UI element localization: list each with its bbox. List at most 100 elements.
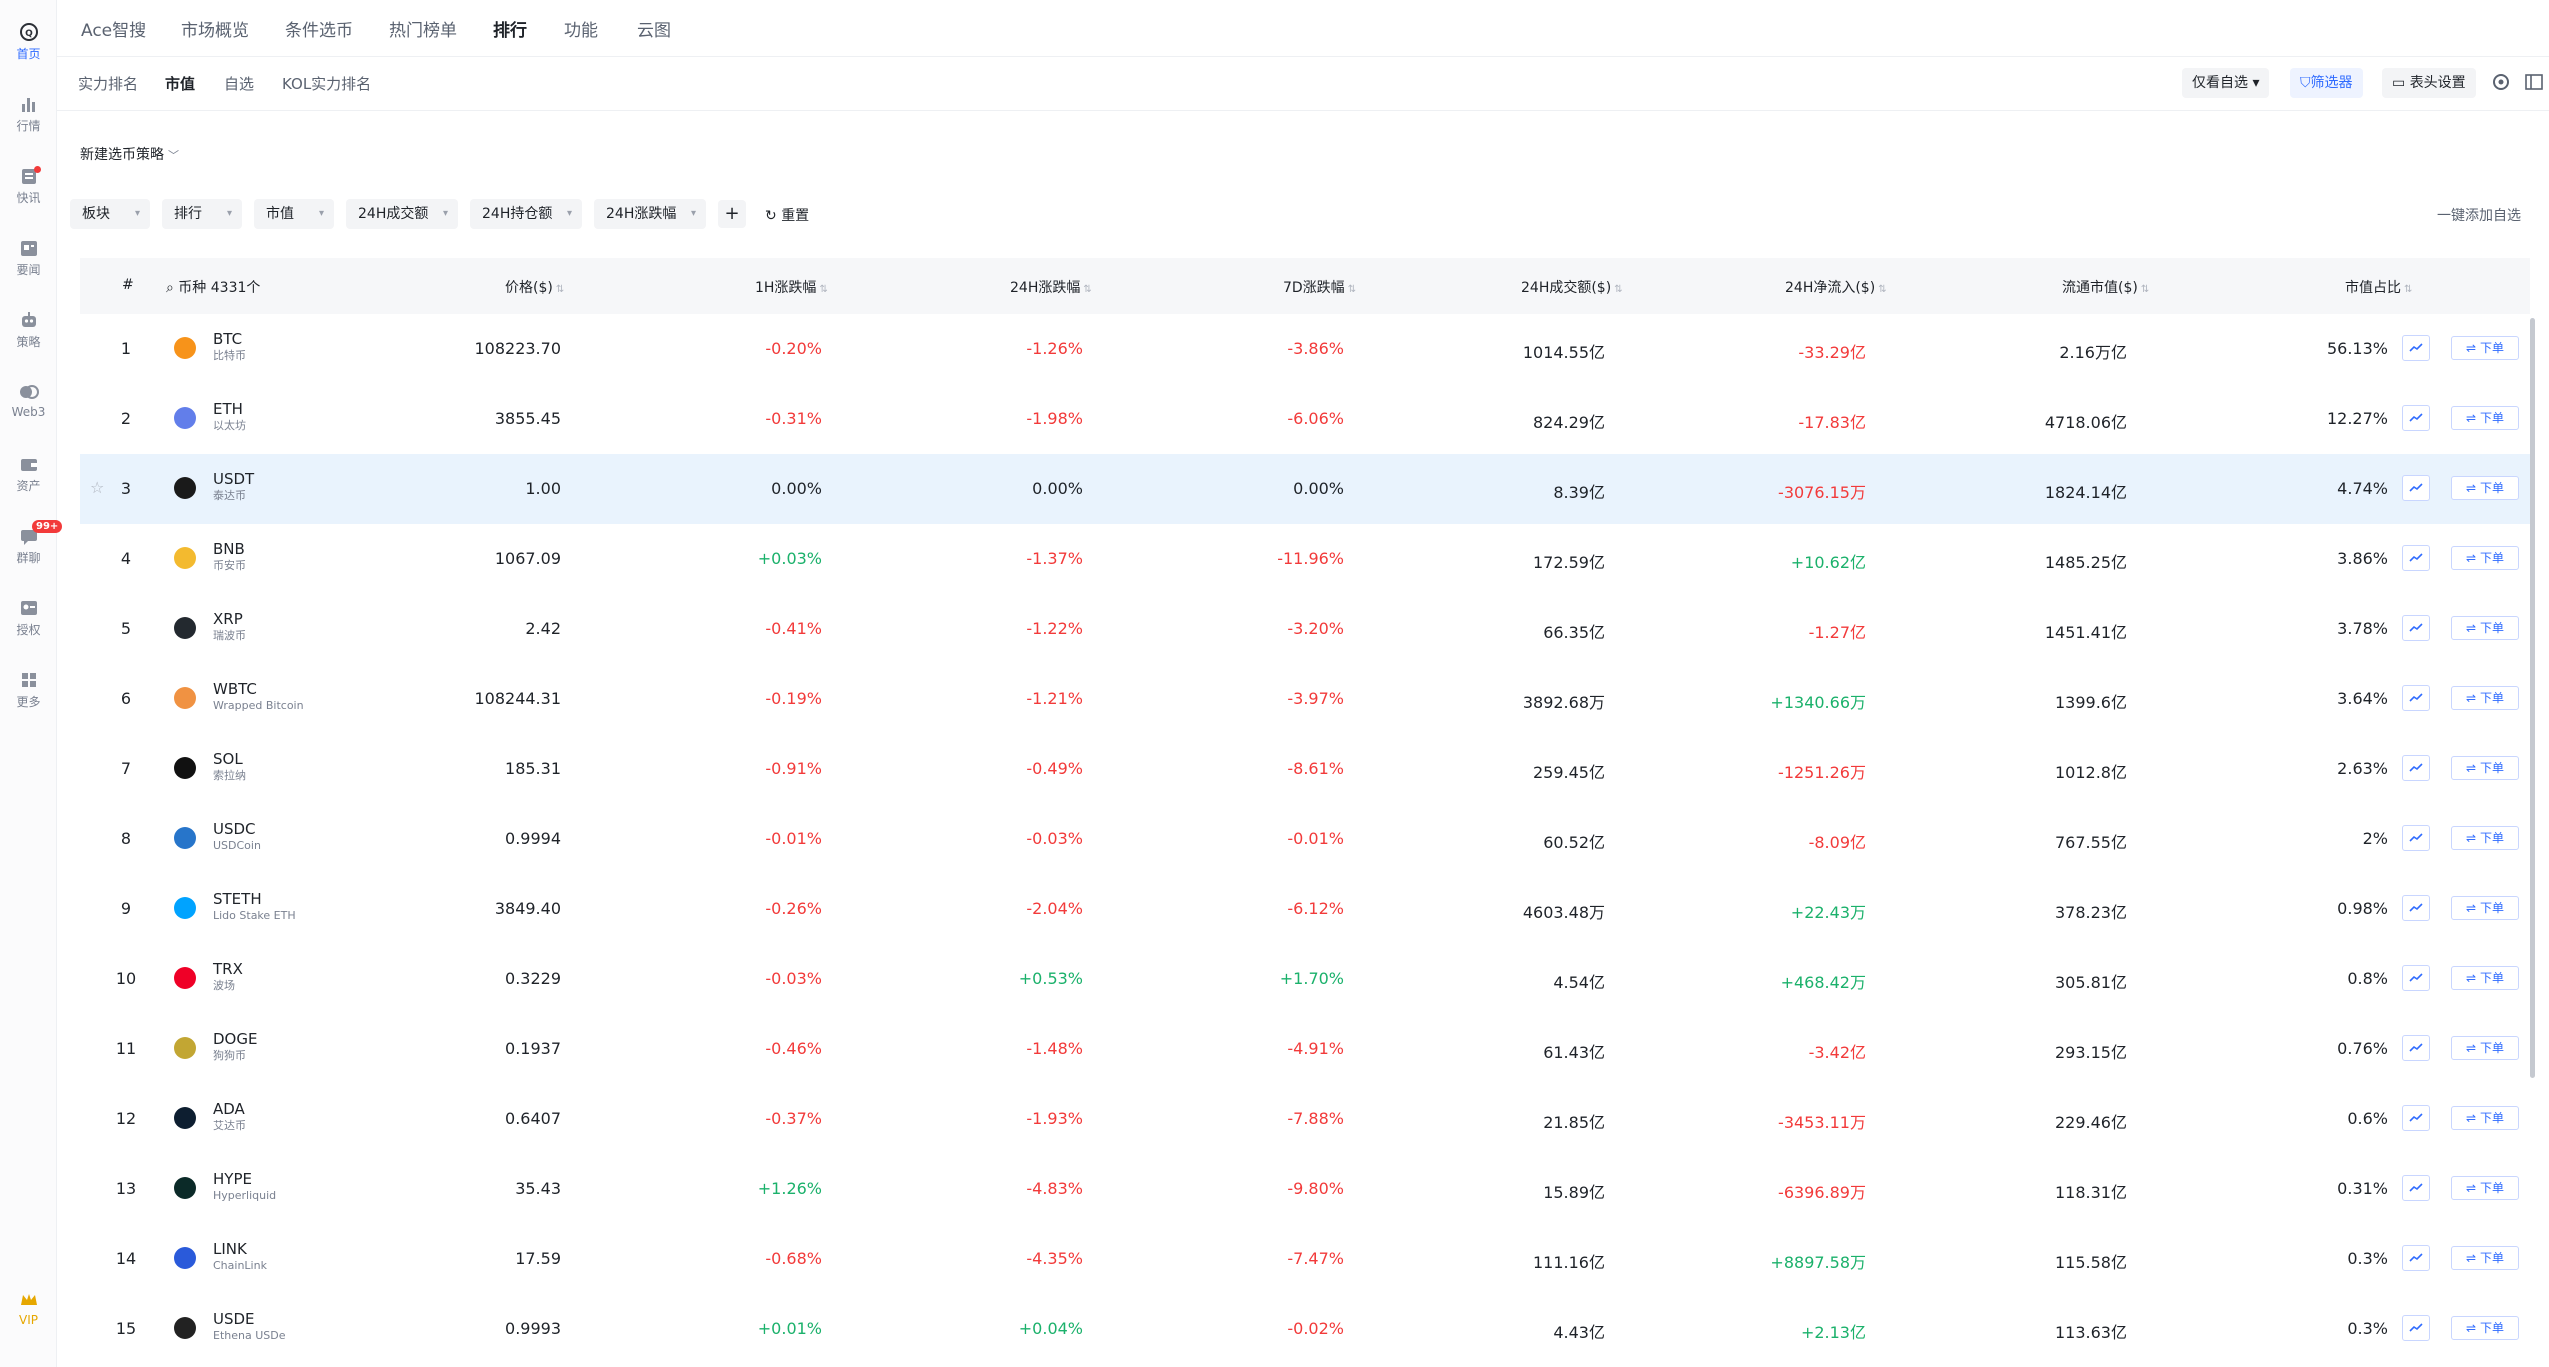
trend-chart-button[interactable] — [2402, 1105, 2430, 1131]
table-row[interactable]: 4 BNB 币安币 1067.09 +0.03% -1.37% -11.96% 172.59亿… — [80, 524, 2530, 594]
settings-icon[interactable] — [2490, 71, 2512, 93]
place-order-button[interactable]: ⇌ 下单 — [2451, 1246, 2519, 1270]
add-filter-button[interactable]: + — [718, 200, 746, 228]
place-order-button[interactable]: ⇌ 下单 — [2451, 756, 2519, 780]
nav-ace-search[interactable]: Ace智搜 — [81, 21, 147, 41]
place-order-button[interactable]: ⇌ 下单 — [2451, 966, 2519, 990]
col-1h-change[interactable]: 1H涨跌幅 ⇅ — [755, 277, 828, 297]
trend-chart-button[interactable] — [2402, 825, 2430, 851]
sidebar-item-news[interactable]: 要闻 — [0, 238, 57, 278]
coin-symbol[interactable]: USDC — [213, 820, 256, 838]
coin-symbol[interactable]: SOL — [213, 750, 243, 768]
coin-symbol[interactable]: DOGE — [213, 1030, 258, 1048]
tab-market-cap[interactable]: 市值 — [165, 75, 196, 93]
sidebar-item-flash[interactable]: 快讯 — [0, 166, 57, 206]
tab-watchlist[interactable]: 自选 — [224, 75, 255, 93]
sidebar-item-authorize[interactable]: 授权 — [0, 598, 57, 638]
table-row[interactable]: 13 HYPE Hyperliquid 35.43 +1.26% -4.83% -9.80%… — [80, 1154, 2530, 1224]
nav-features[interactable]: 功能 — [564, 21, 598, 41]
col-market-cap[interactable]: 流通市值($) ⇅ — [2062, 277, 2149, 297]
place-order-button[interactable]: ⇌ 下单 — [2451, 336, 2519, 360]
place-order-button[interactable]: ⇌ 下单 — [2451, 896, 2519, 920]
sidebar-item-strategy[interactable]: 策略 — [0, 310, 57, 350]
nav-market-overview[interactable]: 市场概览 — [181, 21, 249, 41]
trend-chart-button[interactable] — [2402, 1035, 2430, 1061]
trend-chart-button[interactable] — [2402, 965, 2430, 991]
trend-chart-button[interactable] — [2402, 755, 2430, 781]
place-order-button[interactable]: ⇌ 下单 — [2451, 1176, 2519, 1200]
place-order-button[interactable]: ⇌ 下单 — [2451, 616, 2519, 640]
coin-symbol[interactable]: TRX — [213, 960, 243, 978]
coin-symbol[interactable]: STETH — [213, 890, 262, 908]
place-order-button[interactable]: ⇌ 下单 — [2451, 826, 2519, 850]
place-order-button[interactable]: ⇌ 下单 — [2451, 476, 2519, 500]
col-market-share[interactable]: 市值占比 ⇅ — [2345, 277, 2412, 297]
table-row[interactable]: 12 ADA 艾达币 0.6407 -0.37% -1.93% -7.88% 21.85亿 -3… — [80, 1084, 2530, 1154]
table-row[interactable]: 9 STETH Lido Stake ETH 3849.40 -0.26% -2.04% -… — [80, 874, 2530, 944]
filter-rank[interactable]: 排行 ▾ — [162, 199, 242, 229]
tab-strength-rank[interactable]: 实力排名 — [78, 75, 139, 93]
col-24h-volume[interactable]: 24H成交额($) ⇅ — [1521, 277, 1623, 297]
nav-coin-screener[interactable]: 条件选币 — [285, 21, 353, 41]
table-row[interactable]: 15 USDE Ethena USDe 0.9993 +0.01% +0.04% -0.02… — [80, 1294, 2530, 1364]
table-row[interactable]: 10 TRX 波场 0.3229 -0.03% +0.53% +1.70% 4.54亿 +468… — [80, 944, 2530, 1014]
coin-symbol[interactable]: XRP — [213, 610, 243, 628]
nav-ranking[interactable]: 排行 — [493, 21, 527, 41]
table-row[interactable]: 11 DOGE 狗狗币 0.1937 -0.46% -1.48% -4.91% 61.43亿 -… — [80, 1014, 2530, 1084]
filter-button[interactable]: ⛉筛选器 — [2290, 68, 2363, 98]
place-order-button[interactable]: ⇌ 下单 — [2451, 406, 2519, 430]
trend-chart-button[interactable] — [2402, 615, 2430, 641]
col-price[interactable]: 价格($) ⇅ — [505, 277, 564, 297]
coin-symbol[interactable]: BNB — [213, 540, 245, 558]
coin-symbol[interactable]: LINK — [213, 1240, 247, 1258]
table-row[interactable]: 6 WBTC Wrapped Bitcoin 108244.31 -0.19% -1.21… — [80, 664, 2530, 734]
sidebar-item-web3[interactable]: Web3 — [0, 382, 57, 419]
coin-symbol[interactable]: USDT — [213, 470, 255, 488]
table-row[interactable]: 2 ETH 以太坊 3855.45 -0.31% -1.98% -6.06% 824.29亿 -… — [80, 384, 2530, 454]
place-order-button[interactable]: ⇌ 下单 — [2451, 546, 2519, 570]
trend-chart-button[interactable] — [2402, 475, 2430, 501]
coin-symbol[interactable]: ADA — [213, 1100, 245, 1118]
filter-24h-volume[interactable]: 24H成交额 ▾ — [346, 199, 458, 229]
place-order-button[interactable]: ⇌ 下单 — [2451, 1316, 2519, 1340]
nav-cloud-map[interactable]: 云图 — [637, 21, 671, 41]
tab-kol-rank[interactable]: KOL实力排名 — [282, 75, 372, 93]
col-coin[interactable]: ⌕ 币种 4331个 — [166, 277, 260, 297]
new-strategy-dropdown[interactable]: 新建选币策略 ﹀ — [80, 144, 179, 164]
filter-sector[interactable]: 板块 ▾ — [70, 199, 150, 229]
trend-chart-button[interactable] — [2402, 335, 2430, 361]
trend-chart-button[interactable] — [2402, 545, 2430, 571]
filter-market-cap[interactable]: 市值 ▾ — [254, 199, 334, 229]
coin-symbol[interactable]: HYPE — [213, 1170, 252, 1188]
place-order-button[interactable]: ⇌ 下单 — [2451, 1036, 2519, 1060]
star-icon[interactable]: ☆ — [90, 478, 105, 497]
col-24h-inflow[interactable]: 24H净流入($) ⇅ — [1785, 277, 1887, 297]
sidebar-item-assets[interactable]: 资产 — [0, 454, 57, 494]
header-settings-button[interactable]: ▭ 表头设置 — [2382, 68, 2476, 98]
coin-symbol[interactable]: USDE — [213, 1310, 255, 1328]
trend-chart-button[interactable] — [2402, 405, 2430, 431]
nav-hot-lists[interactable]: 热门榜单 — [389, 21, 457, 41]
layout-icon[interactable] — [2523, 71, 2545, 93]
coin-symbol[interactable]: ETH — [213, 400, 243, 418]
table-row[interactable]: 5 XRP 瑞波币 2.42 -0.41% -1.22% -3.20% 66.35亿 -1.27… — [80, 594, 2530, 664]
sidebar-item-more[interactable]: 更多 — [0, 670, 57, 710]
trend-chart-button[interactable] — [2402, 895, 2430, 921]
add-all-watchlist-button[interactable]: 一键添加自选 — [2437, 208, 2521, 224]
search-icon[interactable]: ⌕ — [166, 280, 174, 296]
trend-chart-button[interactable] — [2402, 1175, 2430, 1201]
table-row[interactable]: 14 LINK ChainLink 17.59 -0.68% -4.35% -7.47% 11… — [80, 1224, 2530, 1294]
table-row[interactable]: ☆ 3 USDT 泰达币 1.00 0.00% 0.00% 0.00% 8.39亿 -3076.1… — [80, 454, 2530, 524]
sidebar-item-home[interactable]: Q 首页 — [0, 22, 57, 62]
coin-symbol[interactable]: WBTC — [213, 680, 257, 698]
reset-button[interactable]: ↻ 重置 — [765, 205, 809, 225]
coin-symbol[interactable]: BTC — [213, 330, 243, 348]
filter-24h-open-interest[interactable]: 24H持仓额 ▾ — [470, 199, 582, 229]
col-24h-change[interactable]: 24H涨跌幅 ⇅ — [1010, 277, 1092, 297]
place-order-button[interactable]: ⇌ 下单 — [2451, 1106, 2519, 1130]
trend-chart-button[interactable] — [2402, 1245, 2430, 1271]
col-7d-change[interactable]: 7D涨跌幅 ⇅ — [1283, 277, 1356, 297]
table-row[interactable]: 1 BTC 比特币 108223.70 -0.20% -1.26% -3.86% 1014.5… — [80, 314, 2530, 384]
table-row[interactable]: 8 USDC USDCoin 0.9994 -0.01% -0.03% -0.01% 60.5… — [80, 804, 2530, 874]
sidebar-item-market[interactable]: 行情 — [0, 94, 57, 134]
